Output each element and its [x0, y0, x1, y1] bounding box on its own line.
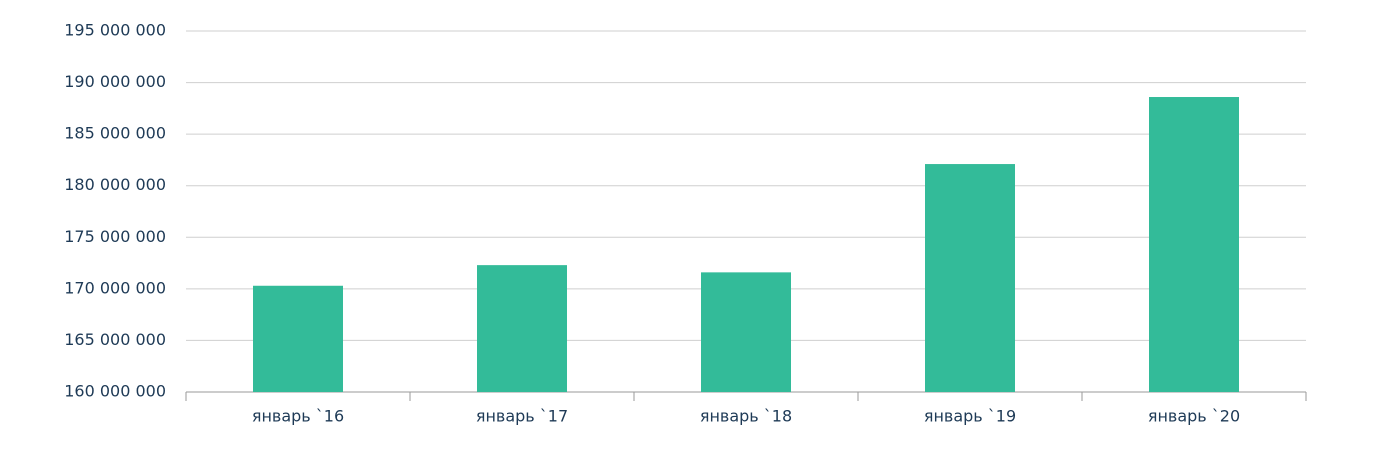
y-tick-label: 175 000 000 [64, 227, 166, 246]
bar [1149, 97, 1239, 393]
y-tick-label: 195 000 000 [64, 21, 166, 40]
x-tick-label: январь `16 [252, 407, 344, 426]
y-tick-label: 190 000 000 [64, 72, 166, 91]
x-tick-label: январь `20 [1148, 407, 1240, 426]
y-tick-label: 170 000 000 [64, 278, 166, 297]
y-tick-label: 180 000 000 [64, 175, 166, 194]
y-tick-label: 185 000 000 [64, 124, 166, 143]
x-tick-label: январь `18 [700, 407, 792, 426]
bar [477, 265, 567, 392]
bar [925, 164, 1015, 392]
bar [253, 285, 343, 392]
x-tick-label: январь `19 [924, 407, 1016, 426]
y-tick-label: 165 000 000 [64, 330, 166, 349]
y-tick-label: 160 000 000 [64, 382, 166, 401]
x-tick-label: январь `17 [476, 407, 568, 426]
bar [701, 272, 791, 392]
